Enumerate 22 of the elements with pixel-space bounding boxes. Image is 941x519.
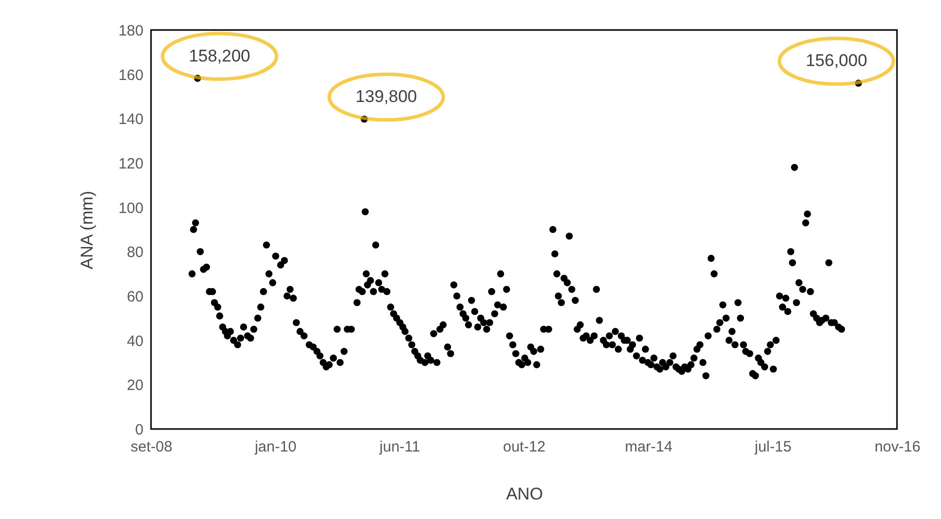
y-tick-label: 120	[118, 156, 144, 172]
y-tick-label: 40	[126, 332, 144, 350]
x-tick-label: mar-14	[624, 438, 672, 456]
annotation: 158,200	[188, 46, 250, 66]
y-tick-label: 100	[118, 200, 144, 217]
x-axis-title: ANO	[506, 484, 543, 504]
x-tick-label: nov-16	[874, 438, 920, 456]
annotation: 139,800	[356, 87, 417, 106]
x-tick-label: jun-11	[378, 438, 420, 456]
y-tick-label: 0	[135, 422, 144, 438]
x-tick-label: jan-10	[254, 438, 297, 456]
y-axis-title: ANA (mm)	[77, 190, 96, 270]
y-tick-label: 20	[126, 377, 144, 394]
x-tick-label: out-12	[502, 438, 546, 456]
y-tick-label: 180	[118, 22, 144, 40]
y-tick-label: 160	[118, 66, 144, 84]
x-tick-label: set-08	[130, 438, 172, 456]
annotation: 156,000	[806, 51, 868, 70]
y-tick-label: 80	[126, 244, 144, 262]
x-tick-label: jul-15	[754, 438, 792, 456]
y-tick-label: 60	[126, 288, 144, 306]
y-tick-label: 140	[118, 111, 144, 128]
